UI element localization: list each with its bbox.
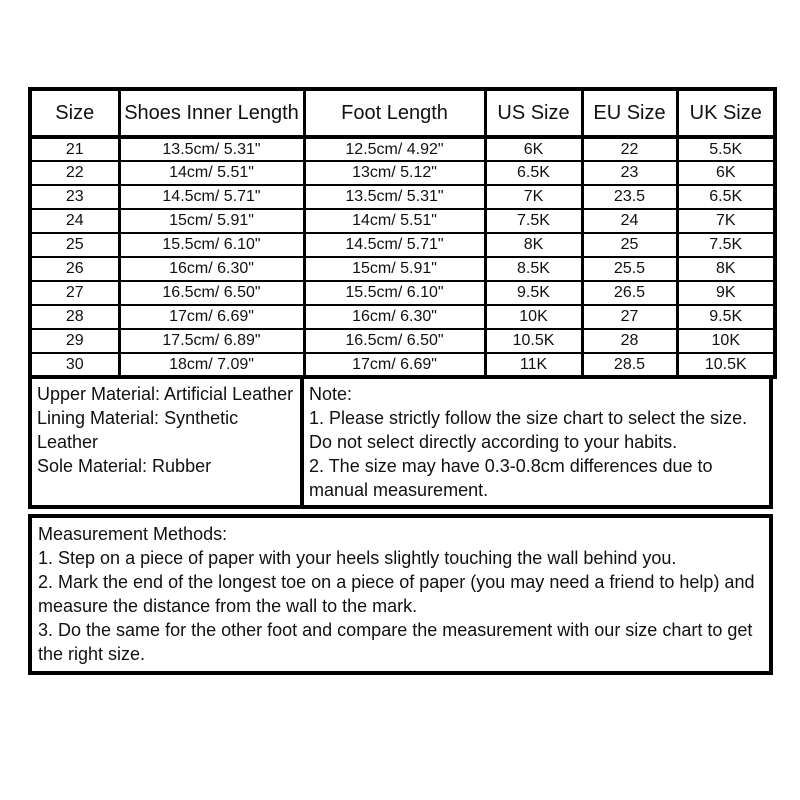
table-cell: 6.5K — [675, 184, 777, 210]
column-header-shoes-inner-length: Shoes Inner Length — [117, 87, 306, 139]
table-row: 30 18cm/ 7.09" 17cm/ 6.69" 11K 28.5 10.5K — [28, 352, 777, 378]
table-cell: 8K — [483, 232, 584, 258]
table-cell: 22 — [28, 160, 121, 186]
table-cell: 17.5cm/ 6.89" — [117, 328, 306, 354]
table-cell: 10K — [483, 304, 584, 330]
column-header-uk-size: UK Size — [675, 87, 777, 139]
table-row: 22 14cm/ 5.51" 13cm/ 5.12" 6.5K 23 6K — [28, 160, 777, 186]
table-cell: 6K — [675, 160, 777, 186]
table-cell: 17cm/ 6.69" — [117, 304, 306, 330]
table-cell: 25 — [28, 232, 121, 258]
table-cell: 18cm/ 7.09" — [117, 352, 306, 378]
table-row: 27 16.5cm/ 6.50" 15.5cm/ 6.10" 9.5K 26.5 9K — [28, 280, 777, 306]
column-header-size: Size — [28, 87, 121, 139]
table-cell: 11K — [483, 352, 584, 378]
table-cell: 23 — [28, 184, 121, 210]
size-table-body: 21 13.5cm/ 5.31" 12.5cm/ 4.92" 6K 22 5.5K 22 14… — [28, 136, 777, 378]
table-cell: 15cm/ 5.91" — [302, 256, 487, 282]
measurement-methods: Measurement Methods: 1. Step on a piece o… — [28, 514, 773, 675]
table-cell: 21 — [28, 136, 121, 162]
table-cell: 16cm/ 6.30" — [117, 256, 306, 282]
table-cell: 26.5 — [580, 280, 679, 306]
table-cell: 24 — [580, 208, 679, 234]
table-cell: 13cm/ 5.12" — [302, 160, 487, 186]
table-cell: 14cm/ 5.51" — [117, 160, 306, 186]
table-cell: 15.5cm/ 6.10" — [302, 280, 487, 306]
table-row: 25 15.5cm/ 6.10" 14.5cm/ 5.71" 8K 25 7.5K — [28, 232, 777, 258]
text-line: 3. Do the same for the other foot and co… — [38, 620, 753, 664]
table-cell: 5.5K — [675, 136, 777, 162]
table-cell: 8.5K — [483, 256, 584, 282]
text-line: 1. Step on a piece of paper with your he… — [38, 548, 677, 568]
table-cell: 25 — [580, 232, 679, 258]
table-cell: 13.5cm/ 5.31" — [117, 136, 306, 162]
table-cell: 7K — [675, 208, 777, 234]
table-row: 29 17.5cm/ 6.89" 16.5cm/ 6.50" 10.5K 28 10K — [28, 328, 777, 354]
size-table-header: Size Shoes Inner Length Foot Length US S… — [28, 87, 777, 139]
table-cell: 27 — [28, 280, 121, 306]
table-row: 24 15cm/ 5.91" 14cm/ 5.51" 7.5K 24 7K — [28, 208, 777, 234]
table-cell: 14cm/ 5.51" — [302, 208, 487, 234]
table-cell: 27 — [580, 304, 679, 330]
note-info: Note: 1. Please strictly follow the size … — [302, 375, 773, 509]
column-header-foot-length: Foot Length — [302, 87, 487, 139]
table-cell: 9K — [675, 280, 777, 306]
table-cell: 12.5cm/ 4.92" — [302, 136, 487, 162]
info-row: Upper Material: Artificial Leather Lining… — [28, 375, 773, 509]
table-cell: 16cm/ 6.30" — [302, 304, 487, 330]
table-cell: 26 — [28, 256, 121, 282]
table-cell: 7.5K — [675, 232, 777, 258]
table-cell: 25.5 — [580, 256, 679, 282]
table-cell: 24 — [28, 208, 121, 234]
text-line: 1. Please strictly follow the size chart… — [309, 408, 748, 452]
table-row: 21 13.5cm/ 5.31" 12.5cm/ 4.92" 6K 22 5.5K — [28, 136, 777, 162]
text-line: Lining Material: Synthetic Leather — [37, 408, 239, 452]
table-cell: 28 — [28, 304, 121, 330]
table-cell: 10.5K — [483, 328, 584, 354]
table-cell: 10K — [675, 328, 777, 354]
text-line: 2. Mark the end of the longest toe on a … — [38, 572, 755, 616]
column-header-eu-size: EU Size — [580, 87, 679, 139]
text-line: Note: — [309, 384, 353, 404]
table-cell: 16.5cm/ 6.50" — [302, 328, 487, 354]
table-cell: 29 — [28, 328, 121, 354]
table-row: 23 14.5cm/ 5.71" 13.5cm/ 5.31" 7K 23.5 6.5K — [28, 184, 777, 210]
table-cell: 10.5K — [675, 352, 777, 378]
table-cell: 14.5cm/ 5.71" — [117, 184, 306, 210]
text-line: 2. The size may have 0.3-0.8cm differenc… — [309, 456, 713, 500]
table-cell: 8K — [675, 256, 777, 282]
table-cell: 7.5K — [483, 208, 584, 234]
table-cell: 15cm/ 5.91" — [117, 208, 306, 234]
table-cell: 17cm/ 6.69" — [302, 352, 487, 378]
table-cell: 30 — [28, 352, 121, 378]
table-cell: 14.5cm/ 5.71" — [302, 232, 487, 258]
table-cell: 6K — [483, 136, 584, 162]
table-cell: 9.5K — [483, 280, 584, 306]
table-cell: 13.5cm/ 5.31" — [302, 184, 487, 210]
table-cell: 15.5cm/ 6.10" — [117, 232, 306, 258]
table-cell: 22 — [580, 136, 679, 162]
text-line: Sole Material: Rubber — [37, 456, 212, 476]
text-line: Measurement Methods: — [38, 524, 228, 544]
table-cell: 6.5K — [483, 160, 584, 186]
table-cell: 28 — [580, 328, 679, 354]
table-cell: 7K — [483, 184, 584, 210]
table-row: 26 16cm/ 6.30" 15cm/ 5.91" 8.5K 25.5 8K — [28, 256, 777, 282]
table-cell: 9.5K — [675, 304, 777, 330]
column-header-us-size: US Size — [483, 87, 584, 139]
header-row: Size Shoes Inner Length Foot Length US S… — [28, 87, 777, 139]
materials-info: Upper Material: Artificial Leather Lining… — [28, 375, 302, 509]
table-cell: 23.5 — [580, 184, 679, 210]
table-cell: 16.5cm/ 6.50" — [117, 280, 306, 306]
size-chart-sheet: Size Shoes Inner Length Foot Length US S… — [28, 87, 777, 675]
table-cell: 28.5 — [580, 352, 679, 378]
table-cell: 23 — [580, 160, 679, 186]
table-row: 28 17cm/ 6.69" 16cm/ 6.30" 10K 27 9.5K — [28, 304, 777, 330]
size-chart-table: Size Shoes Inner Length Foot Length US S… — [28, 87, 777, 379]
text-line: Upper Material: Artificial Leather — [37, 384, 294, 404]
